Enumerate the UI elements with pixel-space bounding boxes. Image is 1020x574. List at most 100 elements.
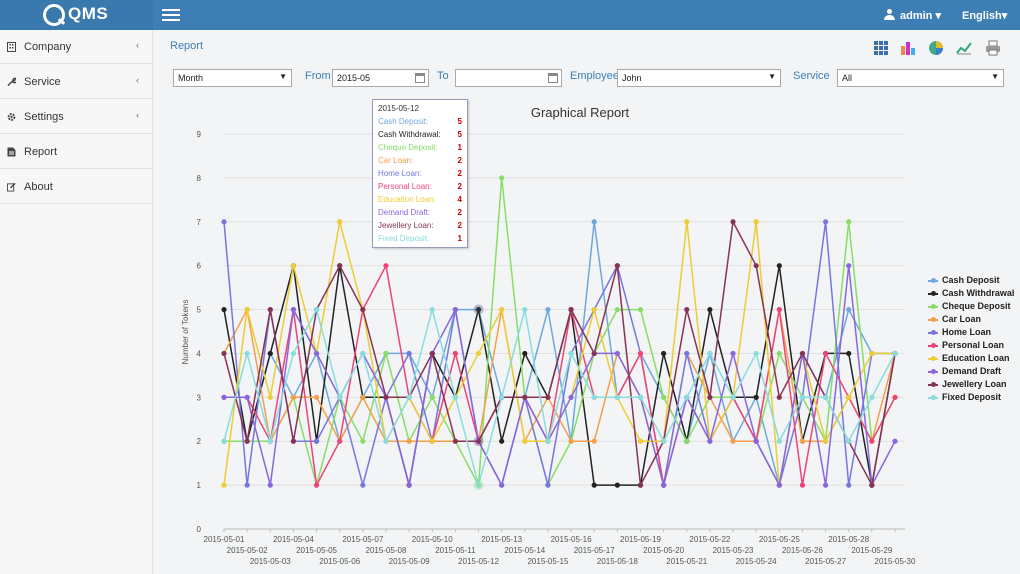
sidebar-item-about[interactable]: About (0, 170, 153, 204)
data-point (846, 306, 852, 313)
data-point (406, 438, 412, 444)
data-point (591, 306, 597, 313)
building-icon (7, 42, 16, 52)
grid-icon[interactable] (873, 40, 889, 56)
data-point (614, 263, 620, 269)
data-point (290, 350, 297, 357)
breadcrumb[interactable]: Report (170, 40, 204, 52)
pie-chart-icon[interactable] (928, 40, 944, 56)
service-select[interactable]: All ▼ (837, 69, 1004, 87)
calendar-icon[interactable] (415, 73, 425, 83)
data-point (846, 482, 852, 488)
data-point (637, 394, 644, 400)
x-tick-label: 2015-05-15 (527, 557, 568, 566)
sidebar-item-settings[interactable]: Settings ‹ (0, 100, 153, 134)
sidebar: Company ‹ Service ‹ Settings ‹ Report Ab… (0, 30, 153, 574)
data-point (499, 482, 505, 488)
data-point (776, 350, 782, 357)
data-point (730, 219, 736, 225)
legend-marker (931, 291, 936, 296)
data-point (637, 350, 644, 357)
data-point (637, 438, 644, 444)
data-point (568, 306, 574, 313)
bar-chart-icon[interactable] (900, 40, 916, 56)
calendar-icon[interactable] (548, 73, 558, 83)
menu-toggle-icon[interactable] (162, 9, 180, 21)
x-tick-label: 2015-05-22 (689, 535, 730, 544)
chart-title: Graphical Report (531, 105, 630, 120)
data-point (360, 350, 366, 357)
sidebar-item-report[interactable]: Report (0, 135, 153, 169)
data-point (684, 219, 690, 225)
employee-select[interactable]: John ▼ (617, 69, 781, 87)
sidebar-item-company[interactable]: Company ‹ (0, 30, 153, 64)
sidebar-item-service[interactable]: Service ‹ (0, 65, 153, 99)
data-point (383, 438, 389, 444)
y-tick-label: 9 (197, 130, 202, 139)
data-point (869, 350, 875, 357)
user-menu[interactable]: admin ▾ (900, 10, 941, 22)
tooltip-series-value: 1 (457, 234, 462, 243)
line-chart-icon[interactable] (956, 40, 972, 56)
data-point (753, 219, 759, 225)
data-point (313, 394, 320, 400)
data-point (244, 350, 250, 357)
x-tick-label: 2015-05-09 (389, 557, 430, 566)
data-point (776, 394, 782, 400)
series-line-cheque-deposit (224, 177, 896, 489)
x-tick-label: 2015-05-28 (828, 535, 869, 544)
sidebar-item-label: About (24, 181, 53, 193)
caret-down-icon: ▼ (768, 72, 776, 81)
data-point (661, 482, 667, 488)
tooltip-series-value: 2 (457, 221, 462, 230)
from-date-input[interactable]: 2015-05 (332, 69, 429, 87)
chevron-left-icon: ‹ (136, 75, 139, 85)
x-tick-label: 2015-05-24 (736, 557, 777, 566)
data-point (869, 394, 875, 400)
period-select[interactable]: Month ▼ (173, 69, 292, 87)
data-point (475, 438, 482, 444)
tooltip-series-value: 2 (457, 169, 462, 178)
tooltip-series-name: Fixed Deposit: (378, 234, 430, 243)
language-menu[interactable]: English▾ (962, 10, 1008, 22)
print-icon[interactable] (985, 40, 1001, 56)
data-point (846, 219, 852, 225)
tooltip-row: Cash Withdrawal: 5 (378, 130, 462, 143)
data-point (892, 438, 898, 444)
data-point (591, 219, 597, 225)
tooltip-series-name: Car Loan: (378, 156, 414, 165)
legend-marker (931, 343, 936, 348)
data-point (707, 438, 713, 444)
data-point (267, 394, 273, 400)
data-point (545, 438, 551, 444)
app-logo[interactable]: QMS (0, 0, 153, 30)
data-point (221, 482, 227, 488)
legend-marker (931, 382, 936, 387)
data-point (290, 394, 297, 400)
legend-label: Car Loan (942, 314, 982, 324)
data-point (822, 394, 829, 400)
tooltip-row: Home Loan: 2 (378, 169, 462, 182)
tooltip-row: Fixed Deposit: 1 (378, 234, 462, 247)
x-tick-label: 2015-05-12 (458, 557, 499, 566)
x-tick-label: 2015-05-03 (250, 557, 291, 566)
data-point (568, 394, 574, 400)
legend-label: Home Loan (942, 327, 992, 337)
data-point (730, 394, 736, 400)
legend-label: Cash Deposit (942, 275, 1000, 285)
data-point (869, 482, 875, 488)
x-tick-label: 2015-05-27 (805, 557, 846, 566)
y-tick-label: 2 (197, 437, 202, 446)
data-point (799, 350, 806, 357)
x-tick-label: 2015-05-02 (227, 546, 268, 555)
to-date-input[interactable] (455, 69, 562, 87)
data-point (290, 438, 297, 444)
series-line-demand-draft (224, 265, 896, 489)
tooltip-series-value: 5 (457, 130, 462, 139)
data-point (614, 350, 620, 357)
data-point (475, 306, 482, 313)
data-point (452, 350, 458, 357)
data-point (776, 263, 782, 269)
data-point (313, 350, 320, 357)
x-tick-label: 2015-05-23 (713, 546, 754, 555)
